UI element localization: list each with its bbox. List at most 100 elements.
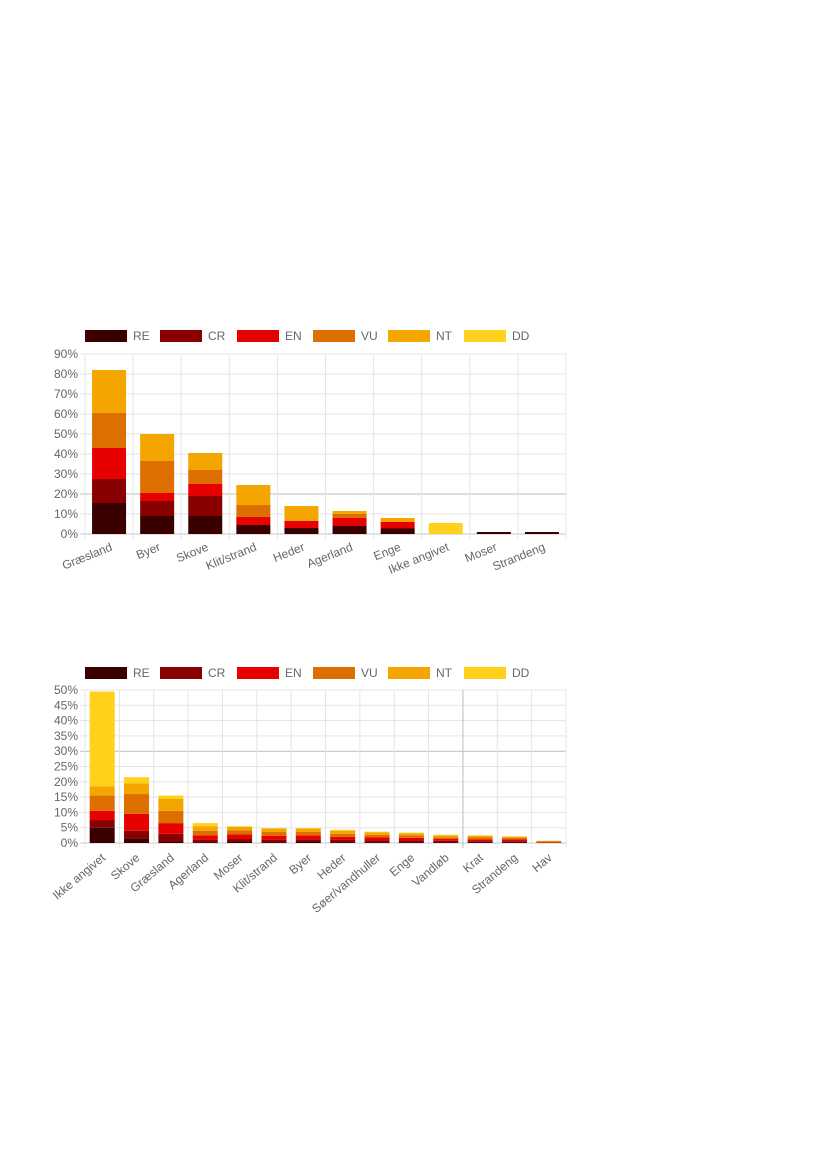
bar-segment-re (467, 842, 493, 843)
bar-segment-re (284, 528, 319, 534)
legend-item-en: EN (237, 666, 302, 680)
bar-segment-nt (140, 434, 175, 461)
bar-segment-nt (92, 370, 127, 413)
x-tick-label: Agerland (305, 540, 355, 571)
bar-segment-dd (330, 829, 356, 831)
bar-segment-cr (433, 840, 459, 843)
legend-label-re: RE (133, 329, 150, 343)
bar-segment-nt (332, 511, 367, 514)
bar-segment-re (433, 842, 459, 843)
y-tick-label: 30% (54, 744, 78, 758)
bar-segment-en (380, 522, 415, 528)
bar-segment-en (398, 837, 424, 841)
legend-item-vu: VU (313, 329, 378, 343)
bar-segment-nt (261, 828, 287, 832)
y-tick-label: 0% (61, 836, 79, 850)
bar-segment-vu (227, 830, 253, 835)
bars (92, 370, 559, 534)
legend-swatch-cr (160, 667, 202, 679)
bar-segment-nt (501, 836, 527, 838)
bar-segment-dd (261, 828, 287, 829)
bar-segment-cr (124, 830, 150, 839)
y-tick-label: 0% (61, 527, 79, 541)
legend-label-cr: CR (208, 329, 226, 343)
bar-segment-en (89, 810, 115, 821)
x-tick-label: Heder (271, 540, 307, 565)
legend-swatch-vu (313, 667, 355, 679)
bar-segment-re (192, 842, 218, 843)
bar-segment-en (124, 813, 150, 831)
x-tick-label: Vandløb (409, 850, 452, 889)
bar-segment-nt (158, 798, 184, 811)
legend-label-en: EN (285, 666, 302, 680)
grid-lines (80, 689, 567, 848)
bar-segment-re (92, 503, 127, 534)
bar-segment-re (524, 532, 559, 534)
bar-segment-re (89, 827, 115, 843)
bar-segment-re (476, 532, 511, 534)
legend-item-cr: CR (160, 329, 226, 343)
legend-item-dd: DD (464, 329, 530, 343)
bar-segment-vu (140, 461, 175, 493)
bar-segment-cr (227, 839, 253, 842)
bar-segment-dd (364, 831, 390, 833)
bar-segment-nt (227, 826, 253, 831)
bar-segment-cr (188, 496, 223, 516)
bar-segment-vu (192, 830, 218, 836)
x-tick-label: Strandeng (490, 540, 547, 574)
bar-segment-nt (284, 506, 319, 521)
bar-segment-cr (501, 841, 527, 843)
legend-label-dd: DD (512, 666, 530, 680)
bar-segment-nt (188, 453, 223, 470)
bar-segment-en (330, 836, 356, 840)
y-tick-label: 60% (54, 407, 78, 421)
bar-segment-re (330, 842, 356, 843)
legend-swatch-re (85, 330, 127, 342)
bar-segment-dd (428, 523, 463, 534)
chart-legend: RE CR EN VU NT DD (85, 666, 530, 680)
bar-segment-dd (227, 826, 253, 827)
y-tick-label: 25% (54, 760, 78, 774)
bar-segment-dd (398, 832, 424, 834)
bar-segment-cr (295, 839, 321, 842)
y-tick-label: 10% (54, 805, 78, 819)
legend-swatch-re (85, 667, 127, 679)
bar-segment-en (467, 839, 493, 842)
habitat-chart-1: RE CR EN VU NT DD 0% 10% 20% 30% 40% 50% 60% 70% 80% 90… (0, 318, 826, 588)
y-tick-label: 70% (54, 387, 78, 401)
bar-segment-dd (501, 836, 527, 837)
bar-segment-nt (89, 786, 115, 796)
bar-segment-en (295, 835, 321, 840)
bar-segment-vu (89, 795, 115, 811)
y-tick-label: 35% (54, 729, 78, 743)
bar-segment-dd (124, 777, 150, 784)
legend-swatch-en (237, 667, 279, 679)
legend-item-nt: NT (388, 666, 453, 680)
y-tick-label: 15% (54, 790, 78, 804)
bar-segment-cr (380, 528, 415, 529)
bar-segment-en (158, 823, 184, 834)
bar-segment-re (188, 516, 223, 534)
legend-swatch-dd (464, 667, 506, 679)
legend-swatch-nt (388, 330, 430, 342)
x-tick-label: Græsland (60, 540, 114, 573)
bar-segment-en (332, 518, 367, 526)
bar-segment-cr (398, 840, 424, 843)
bar-segment-re (364, 842, 390, 843)
bar-segment-nt (295, 828, 321, 832)
y-axis-labels: 0% 10% 20% 30% 40% 50% 60% 70% 80% 90% (54, 347, 78, 541)
legend-label-en: EN (285, 329, 302, 343)
bar-segment-dd (467, 835, 493, 836)
bar-segment-cr (158, 833, 184, 842)
bar-segment-cr (364, 840, 390, 843)
y-tick-label: 50% (54, 683, 78, 697)
y-tick-label: 50% (54, 427, 78, 441)
legend-label-dd: DD (512, 329, 530, 343)
legend-item-cr: CR (160, 666, 226, 680)
bar-segment-vu (536, 841, 562, 843)
bar-segment-en (236, 517, 271, 525)
bar-segment-dd (295, 828, 321, 829)
bar-segment-nt (398, 833, 424, 836)
bar-segment-en (140, 493, 175, 501)
y-tick-label: 5% (61, 821, 79, 835)
